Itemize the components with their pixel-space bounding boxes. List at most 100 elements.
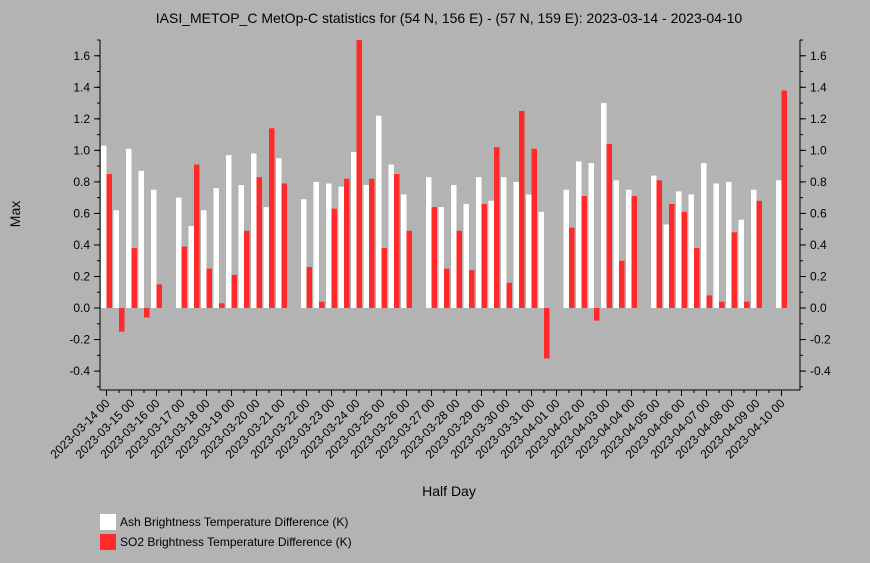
ash-bar (488, 200, 494, 309)
ash-bar (226, 155, 232, 309)
ash-bar (738, 219, 744, 309)
legend-swatch-so2 (100, 534, 116, 550)
ash-bar (713, 183, 719, 309)
y-tick-label-right: 0.2 (810, 269, 827, 283)
ash-bar (463, 203, 469, 309)
ash-bar (188, 226, 194, 309)
so2-bar (319, 301, 325, 309)
so2-bar (506, 282, 512, 309)
ash-bar (751, 189, 757, 309)
ash-bar (213, 188, 219, 309)
ash-bar (776, 180, 782, 309)
ash-bar (351, 151, 357, 309)
so2-bar (206, 268, 212, 309)
so2-bar (581, 196, 587, 309)
y-tick-label-right: -0.2 (810, 333, 831, 347)
ash-bar (263, 207, 269, 309)
so2-bar (469, 270, 475, 309)
ash-bar (676, 191, 682, 309)
legend-label-so2: SO2 Brightness Temperature Difference (K… (120, 535, 352, 549)
ash-bar (126, 148, 132, 309)
ash-bar (388, 164, 394, 309)
x-axis-label: Half Day (422, 483, 476, 499)
so2-bar (394, 174, 400, 309)
so2-bar (669, 203, 675, 309)
ash-bar (538, 211, 544, 309)
so2-bar (381, 248, 387, 309)
y-tick-label-left: 1.6 (73, 49, 90, 63)
legend-item-so2: SO2 Brightness Temperature Difference (K… (100, 532, 352, 552)
so2-bar (244, 230, 250, 309)
so2-bar (719, 301, 725, 309)
ash-bar (151, 189, 157, 309)
legend-label-ash: Ash Brightness Temperature Difference (K… (120, 515, 349, 529)
ash-bar (276, 158, 282, 309)
ash-bar (401, 194, 407, 309)
so2-bar (481, 203, 487, 309)
so2-bar (281, 183, 287, 309)
so2-bar (781, 90, 787, 309)
ash-bar (101, 145, 107, 309)
y-tick-label-right: 0.0 (810, 301, 827, 315)
ash-bar (138, 170, 144, 309)
ash-bar (426, 177, 432, 309)
ash-bar (626, 189, 632, 309)
so2-bar (706, 295, 712, 309)
ash-bar (301, 199, 307, 309)
so2-bar (181, 246, 187, 309)
y-tick-label-right: 1.6 (810, 49, 827, 63)
y-tick-label-left: 1.0 (73, 143, 90, 157)
y-axis-label: Max (7, 201, 23, 227)
ash-bar (501, 177, 507, 309)
ash-bar (438, 207, 444, 309)
so2-bar (631, 196, 637, 309)
ash-bar (663, 224, 669, 309)
ash-bar (363, 185, 369, 309)
ash-bar (176, 197, 182, 309)
legend-item-ash: Ash Brightness Temperature Difference (K… (100, 512, 352, 532)
y-tick-label-left: 0.6 (73, 206, 90, 220)
legend: Ash Brightness Temperature Difference (K… (100, 512, 352, 552)
ash-bar (251, 153, 257, 309)
so2-bar (431, 207, 437, 309)
ash-bar (563, 189, 569, 309)
so2-bar (231, 274, 237, 309)
ash-bar (513, 181, 519, 309)
ash-bar (601, 103, 607, 309)
y-tick-label-left: 1.4 (73, 80, 90, 94)
ash-bar (113, 210, 119, 309)
so2-bar (344, 178, 350, 309)
y-tick-label-left: 0.4 (73, 238, 90, 252)
ash-bar (326, 183, 332, 309)
so2-bar (219, 303, 225, 309)
ash-bar (313, 181, 319, 309)
so2-bar (306, 267, 312, 309)
so2-bar (269, 128, 275, 309)
so2-bar (444, 268, 450, 309)
y-tick-label-right: 0.8 (810, 175, 827, 189)
so2-bar (456, 230, 462, 309)
y-tick-label-left: 0.0 (73, 301, 90, 315)
y-tick-label-left: 0.2 (73, 269, 90, 283)
so2-bar (406, 230, 412, 309)
so2-bar (569, 227, 575, 309)
so2-bar (256, 177, 262, 309)
ash-bar (613, 180, 619, 309)
ash-bar (726, 181, 732, 309)
so2-bar (606, 144, 612, 309)
chart-title: IASI_METOP_C MetOp-C statistics for (54 … (156, 10, 743, 26)
ash-bar (201, 210, 207, 309)
so2-bar (369, 178, 375, 309)
y-tick-label-right: -0.4 (810, 364, 831, 378)
ash-bar (376, 115, 382, 309)
so2-bar (519, 110, 525, 309)
so2-bar (619, 260, 625, 309)
y-tick-label-right: 0.6 (810, 206, 827, 220)
ash-bar (338, 186, 344, 309)
ash-bar (651, 175, 657, 309)
so2-bar (594, 308, 600, 321)
so2-bar (494, 147, 500, 309)
y-tick-label-left: 0.8 (73, 175, 90, 189)
so2-bar (731, 232, 737, 309)
